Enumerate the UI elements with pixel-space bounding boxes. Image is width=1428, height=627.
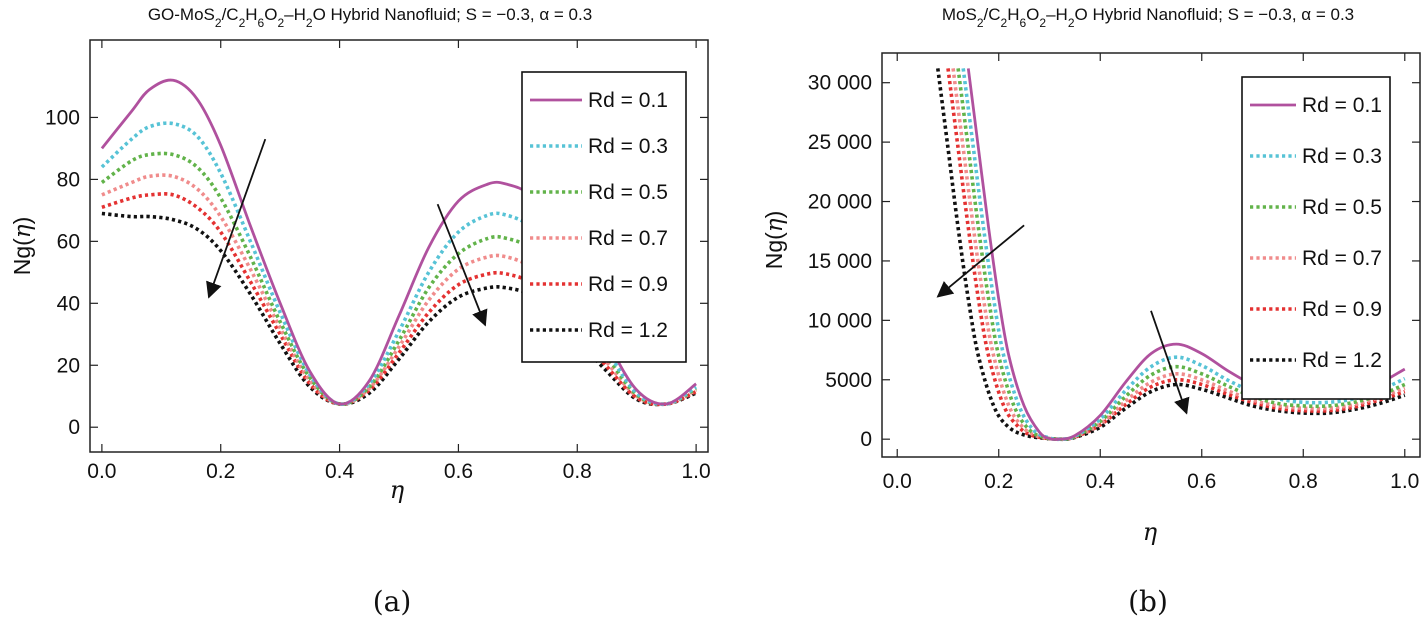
series-line-rd-0-9: [101, 192, 697, 407]
arrow-group-a: [206, 138, 488, 327]
series-group-b: [936, 68, 1406, 442]
plot-frame-a: [89, 39, 709, 453]
x-tick-label: 0.4: [325, 460, 355, 483]
series-line-rd-0-9: [946, 68, 1406, 442]
panel-caption-b: (b): [1128, 585, 1168, 618]
series-line-rd-0-7: [951, 68, 1406, 442]
series-line-rd-1-2: [101, 211, 697, 407]
axis-ticks-a: 0.0 0.2 0.4 0.6 0.8 1.0 0 20 40 60 80 100: [45, 40, 711, 483]
y-tick-label: 20: [57, 354, 80, 377]
series-line-rd-0-5: [956, 68, 1406, 442]
x-tick-label: 0.4: [1086, 470, 1116, 493]
chart-title-b: MoS2/C2H6O2–H2O Hybrid Nanofluid; S = −0…: [942, 5, 1354, 30]
x-tick-label: 1.0: [1390, 470, 1419, 493]
y-tick-label: 0: [860, 428, 872, 451]
x-axis-label-b: η: [1143, 518, 1158, 546]
trend-arrow: [436, 203, 488, 327]
y-tick-label: 30 000: [808, 72, 872, 95]
legend-box: [1241, 76, 1391, 400]
legend-label: Rd = 0.3: [1302, 145, 1382, 168]
y-tick-label: 15 000: [808, 250, 872, 273]
y-tick-label: 10 000: [808, 309, 872, 332]
chart-panel-b: MoS2/C2H6O2–H2O Hybrid Nanofluid; S = −0…: [761, 5, 1421, 618]
x-tick-label: 0.2: [206, 460, 235, 483]
x-tick-label: 0.2: [984, 470, 1013, 493]
x-tick-label: 0.0: [87, 460, 116, 483]
y-tick-label: 100: [45, 106, 80, 129]
legend-label: Rd = 0.9: [1302, 298, 1382, 321]
trend-arrow: [936, 224, 1025, 298]
legend-label: Rd = 0.5: [1302, 196, 1382, 219]
panel-caption-a: (a): [373, 585, 412, 618]
x-axis-label-a: η: [390, 476, 405, 504]
legend-label: Rd = 1.2: [588, 319, 668, 342]
trend-arrow: [206, 138, 267, 299]
y-axis-label-a: Ng(η): [9, 217, 36, 276]
y-tick-label: 40: [57, 292, 80, 315]
legend-label: Rd = 0.5: [588, 181, 668, 204]
y-tick-label: 60: [57, 230, 80, 253]
legend-label: Rd = 0.7: [588, 227, 668, 250]
x-tick-label: 0.6: [444, 460, 473, 483]
trend-arrow: [1150, 310, 1190, 415]
legend-box: [521, 71, 687, 363]
chart-title-a: GO-MoS2/C2H6O2–H2O Hybrid Nanofluid; S =…: [148, 5, 592, 30]
legend-a: Rd = 0.1 Rd = 0.3 Rd = 0.5 Rd = 0.7 Rd = 0.9…: [521, 71, 687, 363]
y-tick-label: 20 000: [808, 191, 872, 214]
series-line-rd-1-2: [936, 68, 1406, 442]
x-tick-label: 0.8: [1289, 470, 1318, 493]
y-tick-label: 80: [57, 168, 80, 191]
x-tick-label: 0.0: [883, 470, 912, 493]
axis-ticks-b: 0.0 0.2 0.4 0.6 0.8 1.0 0 5000 10 000 15 000 20 00…: [808, 53, 1420, 493]
x-tick-label: 0.6: [1187, 470, 1216, 493]
series-line-rd-0-3: [961, 68, 1406, 442]
y-axis-label-b: Ng(η): [761, 211, 788, 270]
legend-label: Rd = 0.1: [588, 89, 668, 112]
x-tick-label: 0.8: [563, 460, 592, 483]
chart-panel-a: GO-MoS2/C2H6O2–H2O Hybrid Nanofluid; S =…: [9, 5, 711, 618]
y-tick-label: 25 000: [808, 131, 872, 154]
legend-label: Rd = 1.2: [1302, 349, 1382, 372]
x-tick-label: 1.0: [682, 460, 711, 483]
arrow-group-b: [936, 224, 1190, 415]
legend-b: Rd = 0.1 Rd = 0.3 Rd = 0.5 Rd = 0.7 Rd = 0.9…: [1241, 76, 1391, 400]
y-tick-label: 0: [68, 416, 80, 439]
legend-label: Rd = 0.7: [1302, 247, 1382, 270]
plot-frame-b: [881, 52, 1421, 458]
y-tick-label: 5000: [825, 369, 872, 392]
legend-label: Rd = 0.9: [588, 273, 668, 296]
legend-label: Rd = 0.1: [1302, 94, 1382, 117]
legend-label: Rd = 0.3: [588, 135, 668, 158]
